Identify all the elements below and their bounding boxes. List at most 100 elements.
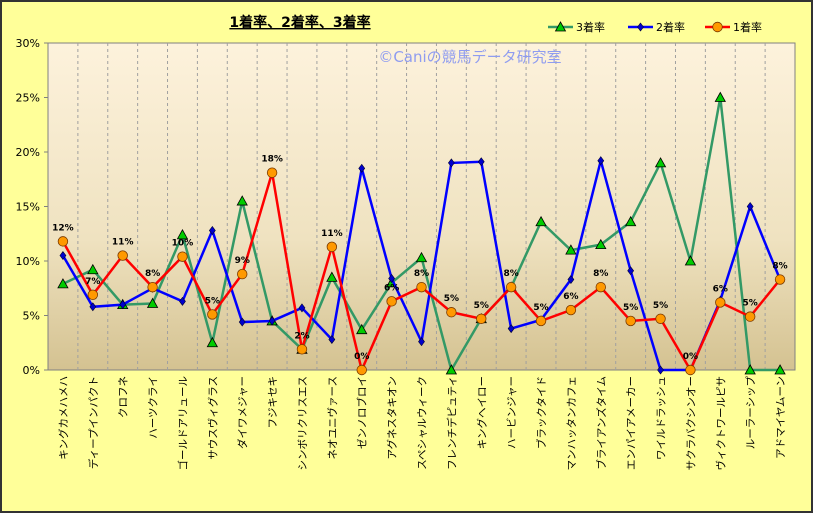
diamond-marker [567,275,575,285]
triangle-marker [356,323,368,335]
data-label: 5% [474,301,489,311]
x-tick-label: ネオユニヴァース [326,376,339,459]
triangle-marker [535,215,547,227]
diamond-marker [358,163,366,173]
circle-marker [207,309,218,320]
triangle-marker [176,229,189,240]
x-tick-label: アドマイヤムーン [775,376,787,459]
x-tick-label: フジキセキ [267,376,279,429]
data-label: 5% [444,294,459,304]
legend-label: 2着率 [656,20,685,34]
circle-marker [774,274,786,285]
x-tick-label: キングヘイロー [475,376,488,449]
x-tick-label: スペシャルウィーク [417,376,429,470]
diamond-marker [418,337,425,347]
diamond-marker [238,317,246,327]
diamond-marker [59,251,67,261]
triangle-marker [206,336,219,348]
x-tick-label: フレンチデピュティ [445,376,458,470]
triangle-marker [774,364,786,375]
data-label: 9% [235,256,250,266]
x-tick-label: ヴィクトワールピサ [714,376,727,471]
triangle-marker [595,238,607,250]
circle-marker [446,307,457,318]
data-label: 8% [503,269,518,279]
legend-label: 1着率 [733,20,762,34]
plot-area [47,42,796,371]
diamond-marker [627,266,635,276]
watermark: ©Caniの競馬データ研究室 [378,48,561,66]
data-label: 11% [321,229,343,239]
x-tick-label: ディープインパクト [87,376,100,469]
data-label: 18% [261,155,283,165]
y-tick-label: 5% [23,310,40,323]
circle-marker [386,296,397,307]
x-tick-label: ブラックタイド [535,376,548,449]
x-tick-label: マンハッタンカフェ [566,376,578,471]
circle-marker [57,236,69,247]
y-tick-label: 15% [16,201,40,214]
data-label: 5% [623,303,638,313]
circle-marker [655,313,666,324]
triangle-marker [326,271,338,282]
triangle-marker [744,364,756,375]
y-tick-label: 30% [16,37,40,50]
circle-marker [87,289,99,300]
data-label: 7% [85,277,100,287]
diamond-marker [637,22,644,32]
data-label: 5% [653,301,668,311]
y-tick-label: 10% [16,255,40,268]
circle-marker [416,281,427,293]
data-label: 8% [593,269,608,279]
data-label: 8% [145,269,160,279]
diamond-marker [657,365,664,375]
data-label: 12% [52,223,74,233]
x-tick-label: クロフネ [118,376,130,418]
data-label: 0% [683,352,698,362]
triangle-marker [554,21,567,32]
triangle-marker [445,364,458,375]
x-tick-label: サウスヴィグラス [206,376,219,460]
y-tick-label: 0% [23,364,40,377]
circle-marker [326,241,338,253]
circle-marker [296,344,308,355]
triangle-marker [624,215,637,227]
x-tick-label: ゼンノロブロイ [356,376,369,449]
circle-marker [535,315,547,327]
data-label: 6% [563,292,578,302]
circle-marker [712,21,723,33]
data-label: 6% [713,284,728,294]
circle-marker [117,250,128,261]
diamond-marker [448,158,455,168]
chart-title: 1着率、2着率、3着率 [229,14,370,31]
y-tick-label: 20% [16,146,40,159]
data-label: 2% [294,331,309,341]
diamond-marker [89,302,97,312]
data-label: 11% [112,238,134,248]
diamond-marker [477,157,485,167]
diamond-marker [507,324,515,334]
x-tick-label: アグネスタキオン [386,376,399,459]
circle-marker [505,281,517,293]
triangle-marker [654,157,667,168]
triangle-marker [87,263,99,275]
triangle-marker [146,297,159,308]
data-label: 8% [772,262,787,272]
data-label: 10% [172,239,194,249]
circle-marker [237,268,248,280]
diamond-marker [388,273,395,283]
circle-marker [715,297,726,308]
triangle-marker [684,255,697,266]
x-tick-label: サクラバクシンオー [685,376,697,470]
data-label: 5% [205,296,220,306]
diamond-marker [119,300,127,310]
data-label: 5% [533,303,548,313]
x-tick-label: ブライアンズタイム [595,376,608,470]
circle-marker [177,251,188,262]
circle-marker [476,313,487,324]
series-1着率: 12% 7% 11% 8% 10% 5% 9% 18% 2% 11% 0% 6% 8% 5% 5% 8% 5% 6… [52,155,788,376]
x-tick-label: ワイルドラッシュ [656,376,668,460]
circle-marker [685,364,696,376]
